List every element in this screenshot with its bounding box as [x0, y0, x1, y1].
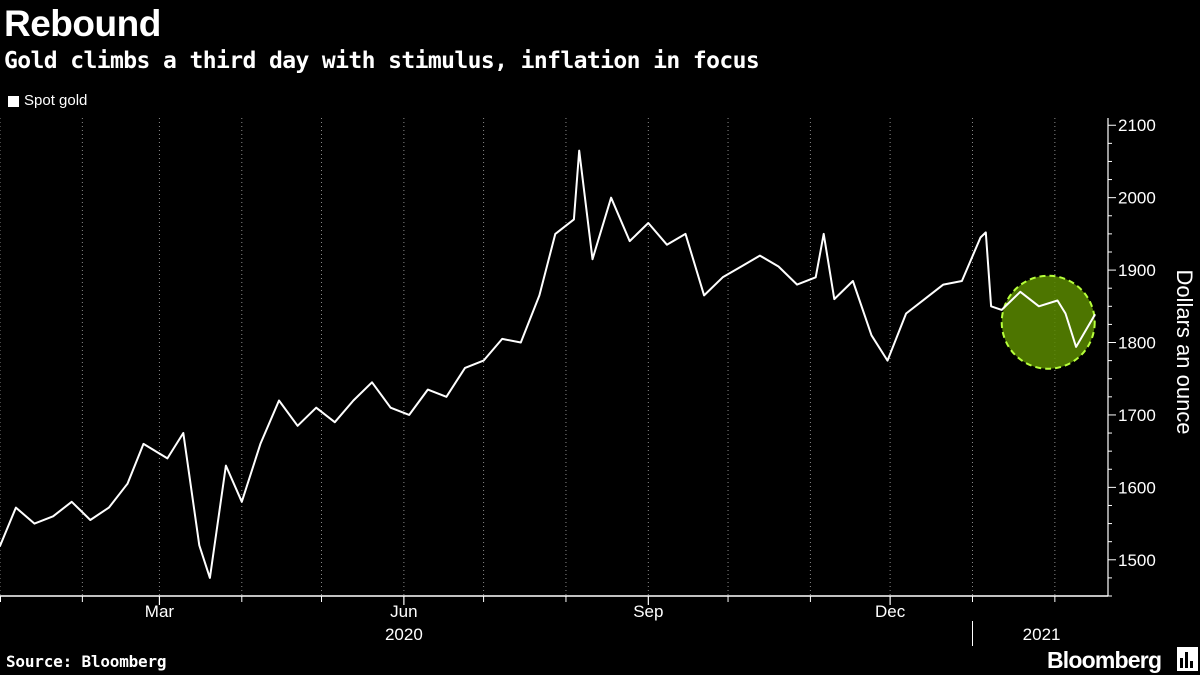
x-tick-label: Jun — [390, 602, 417, 621]
y-tick-label: 1600 — [1118, 478, 1156, 497]
y-tick-label: 1900 — [1118, 261, 1156, 280]
y-tick-label: 1800 — [1118, 334, 1156, 353]
legend-swatch — [8, 95, 19, 107]
x-tick-label: Dec — [875, 602, 906, 621]
bar-chart-icon — [1177, 647, 1198, 671]
y-tick-label: 2100 — [1118, 116, 1156, 135]
x-tick-label: Mar — [145, 602, 175, 621]
legend: Spot gold — [8, 91, 87, 111]
y-axis-label: Dollars an ounce — [1172, 269, 1197, 434]
chart-title: Rebound — [4, 3, 161, 44]
y-axis: 1500 1600 1700 1800 1900 2000 2100 — [1107, 116, 1156, 597]
x-axis: Mar Jun Sep Dec 2020 2021 — [0, 595, 1108, 646]
brand-logo: Bloomberg — [1047, 647, 1162, 673]
highlight-group — [1000, 274, 1096, 370]
series-line-spot-gold — [0, 149, 1096, 579]
legend-label: Spot gold — [24, 92, 88, 109]
series-group — [0, 149, 1096, 579]
source-note: Source: Bloomberg — [6, 652, 167, 671]
y-tick-label: 1700 — [1118, 406, 1156, 425]
gridlines — [0, 118, 1056, 596]
y-tick-label: 1500 — [1118, 551, 1156, 570]
chart-subtitle: Gold climbs a third day with stimulus, i… — [4, 48, 760, 74]
highlight-circle — [1000, 274, 1096, 370]
x-tick-label: Sep — [633, 602, 663, 621]
year-label: 2020 — [385, 625, 423, 644]
y-tick-label: 2000 — [1118, 189, 1156, 208]
year-label: 2021 — [1023, 625, 1061, 644]
